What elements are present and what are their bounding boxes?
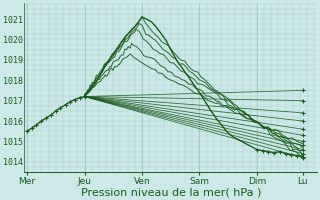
X-axis label: Pression niveau de la mer( hPa ): Pression niveau de la mer( hPa ) [81,187,261,197]
